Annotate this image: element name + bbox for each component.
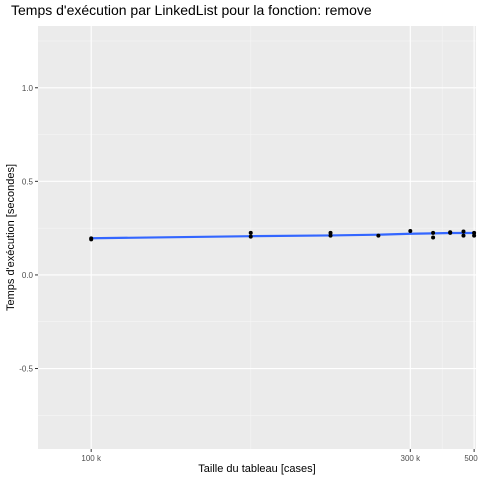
data-point	[328, 230, 333, 235]
data-point	[431, 230, 436, 235]
x-axis: 100 k 300 k 500 k	[81, 449, 480, 463]
data-point	[89, 237, 94, 242]
x-axis-title: Taille du tableau [cases]	[198, 463, 315, 475]
y-axis: -0.5 0.0 0.5 1.0	[19, 84, 38, 374]
data-point	[328, 233, 333, 238]
data-point	[376, 233, 381, 238]
points-layer	[89, 228, 477, 242]
data-point	[472, 230, 477, 235]
data-point	[448, 230, 453, 235]
smooth-layer	[90, 231, 476, 240]
data-point	[461, 233, 466, 238]
data-point	[431, 235, 436, 240]
data-point	[461, 229, 466, 234]
chart-title: Temps d'exécution par LinkedList pour la…	[11, 2, 372, 18]
y-tick-label: 0.0	[22, 271, 34, 280]
smooth-line	[90, 231, 476, 240]
y-tick-label: -0.5	[19, 365, 33, 374]
data-point	[472, 233, 477, 238]
x-tick-label: 500 k	[464, 454, 480, 463]
data-point	[248, 234, 253, 239]
x-tick-label: 100 k	[81, 454, 102, 463]
data-point	[408, 228, 413, 233]
y-tick-label: 1.0	[22, 84, 34, 93]
y-axis-title: Temps d'exécution [secondes]	[5, 164, 17, 311]
x-tick-label: 300 k	[401, 454, 422, 463]
y-tick-label: 0.5	[22, 177, 34, 186]
data-point	[248, 230, 253, 235]
